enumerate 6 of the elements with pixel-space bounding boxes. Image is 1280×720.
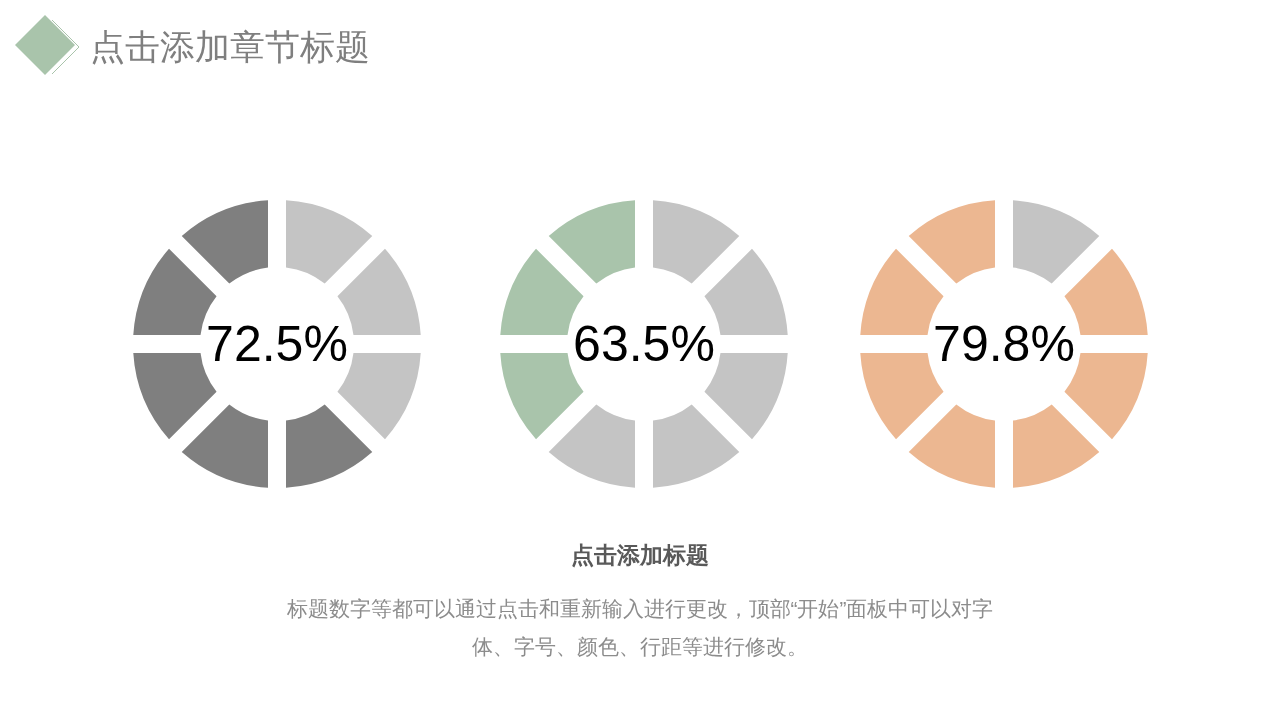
text: 79.8%	[933, 316, 1075, 372]
text: 点击添加标题	[570, 541, 710, 570]
text: 点击添加章节标题	[90, 27, 370, 66]
text: 标题数字等都可以通过点击和重新输入进行更改，顶部“开始”面板中可以对字体、字号、颜色、行距等进行修改。	[285, 596, 995, 660]
text: 63.5%	[573, 316, 715, 372]
text: 72.5%	[206, 316, 348, 372]
